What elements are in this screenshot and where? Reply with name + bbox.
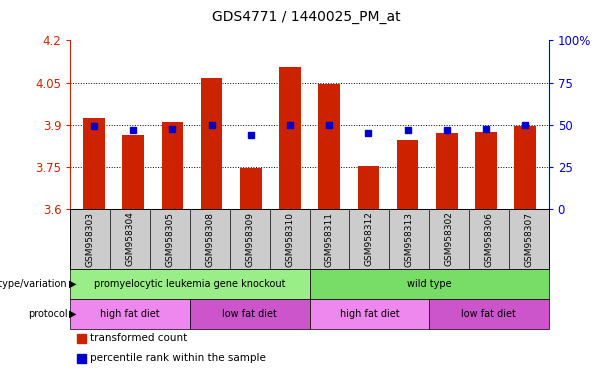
- Text: GSM958310: GSM958310: [285, 212, 294, 266]
- Bar: [162, 122, 183, 209]
- Text: GSM958311: GSM958311: [325, 212, 334, 266]
- Text: genotype/variation: genotype/variation: [0, 279, 67, 289]
- Text: promyelocytic leukemia gene knockout: promyelocytic leukemia gene knockout: [94, 279, 286, 289]
- Text: percentile rank within the sample: percentile rank within the sample: [90, 353, 266, 363]
- Text: high fat diet: high fat diet: [340, 309, 399, 319]
- Text: transformed count: transformed count: [90, 333, 188, 343]
- Bar: [123, 135, 144, 209]
- Text: low fat diet: low fat diet: [462, 309, 516, 319]
- Bar: [201, 78, 223, 209]
- Text: low fat diet: low fat diet: [223, 309, 277, 319]
- Bar: [514, 126, 536, 209]
- Bar: [397, 140, 418, 209]
- Bar: [475, 132, 497, 209]
- Bar: [83, 118, 105, 209]
- Text: GSM958307: GSM958307: [524, 212, 533, 266]
- Text: ▶: ▶: [69, 279, 77, 289]
- Text: GSM958302: GSM958302: [444, 212, 454, 266]
- Text: wild type: wild type: [407, 279, 451, 289]
- Text: GDS4771 / 1440025_PM_at: GDS4771 / 1440025_PM_at: [212, 10, 401, 23]
- Bar: [357, 166, 379, 209]
- Text: GSM958313: GSM958313: [405, 212, 414, 266]
- Text: high fat diet: high fat diet: [101, 309, 160, 319]
- Bar: [279, 67, 301, 209]
- Text: GSM958306: GSM958306: [484, 212, 493, 266]
- Text: GSM958308: GSM958308: [205, 212, 215, 266]
- Bar: [436, 133, 457, 209]
- Bar: [240, 169, 262, 209]
- Text: GSM958303: GSM958303: [86, 212, 95, 266]
- Text: GSM958304: GSM958304: [126, 212, 135, 266]
- Text: protocol: protocol: [28, 309, 67, 319]
- Text: ▶: ▶: [69, 309, 77, 319]
- Bar: [318, 84, 340, 209]
- Text: GSM958305: GSM958305: [166, 212, 175, 266]
- Text: GSM958312: GSM958312: [365, 212, 374, 266]
- Text: GSM958309: GSM958309: [245, 212, 254, 266]
